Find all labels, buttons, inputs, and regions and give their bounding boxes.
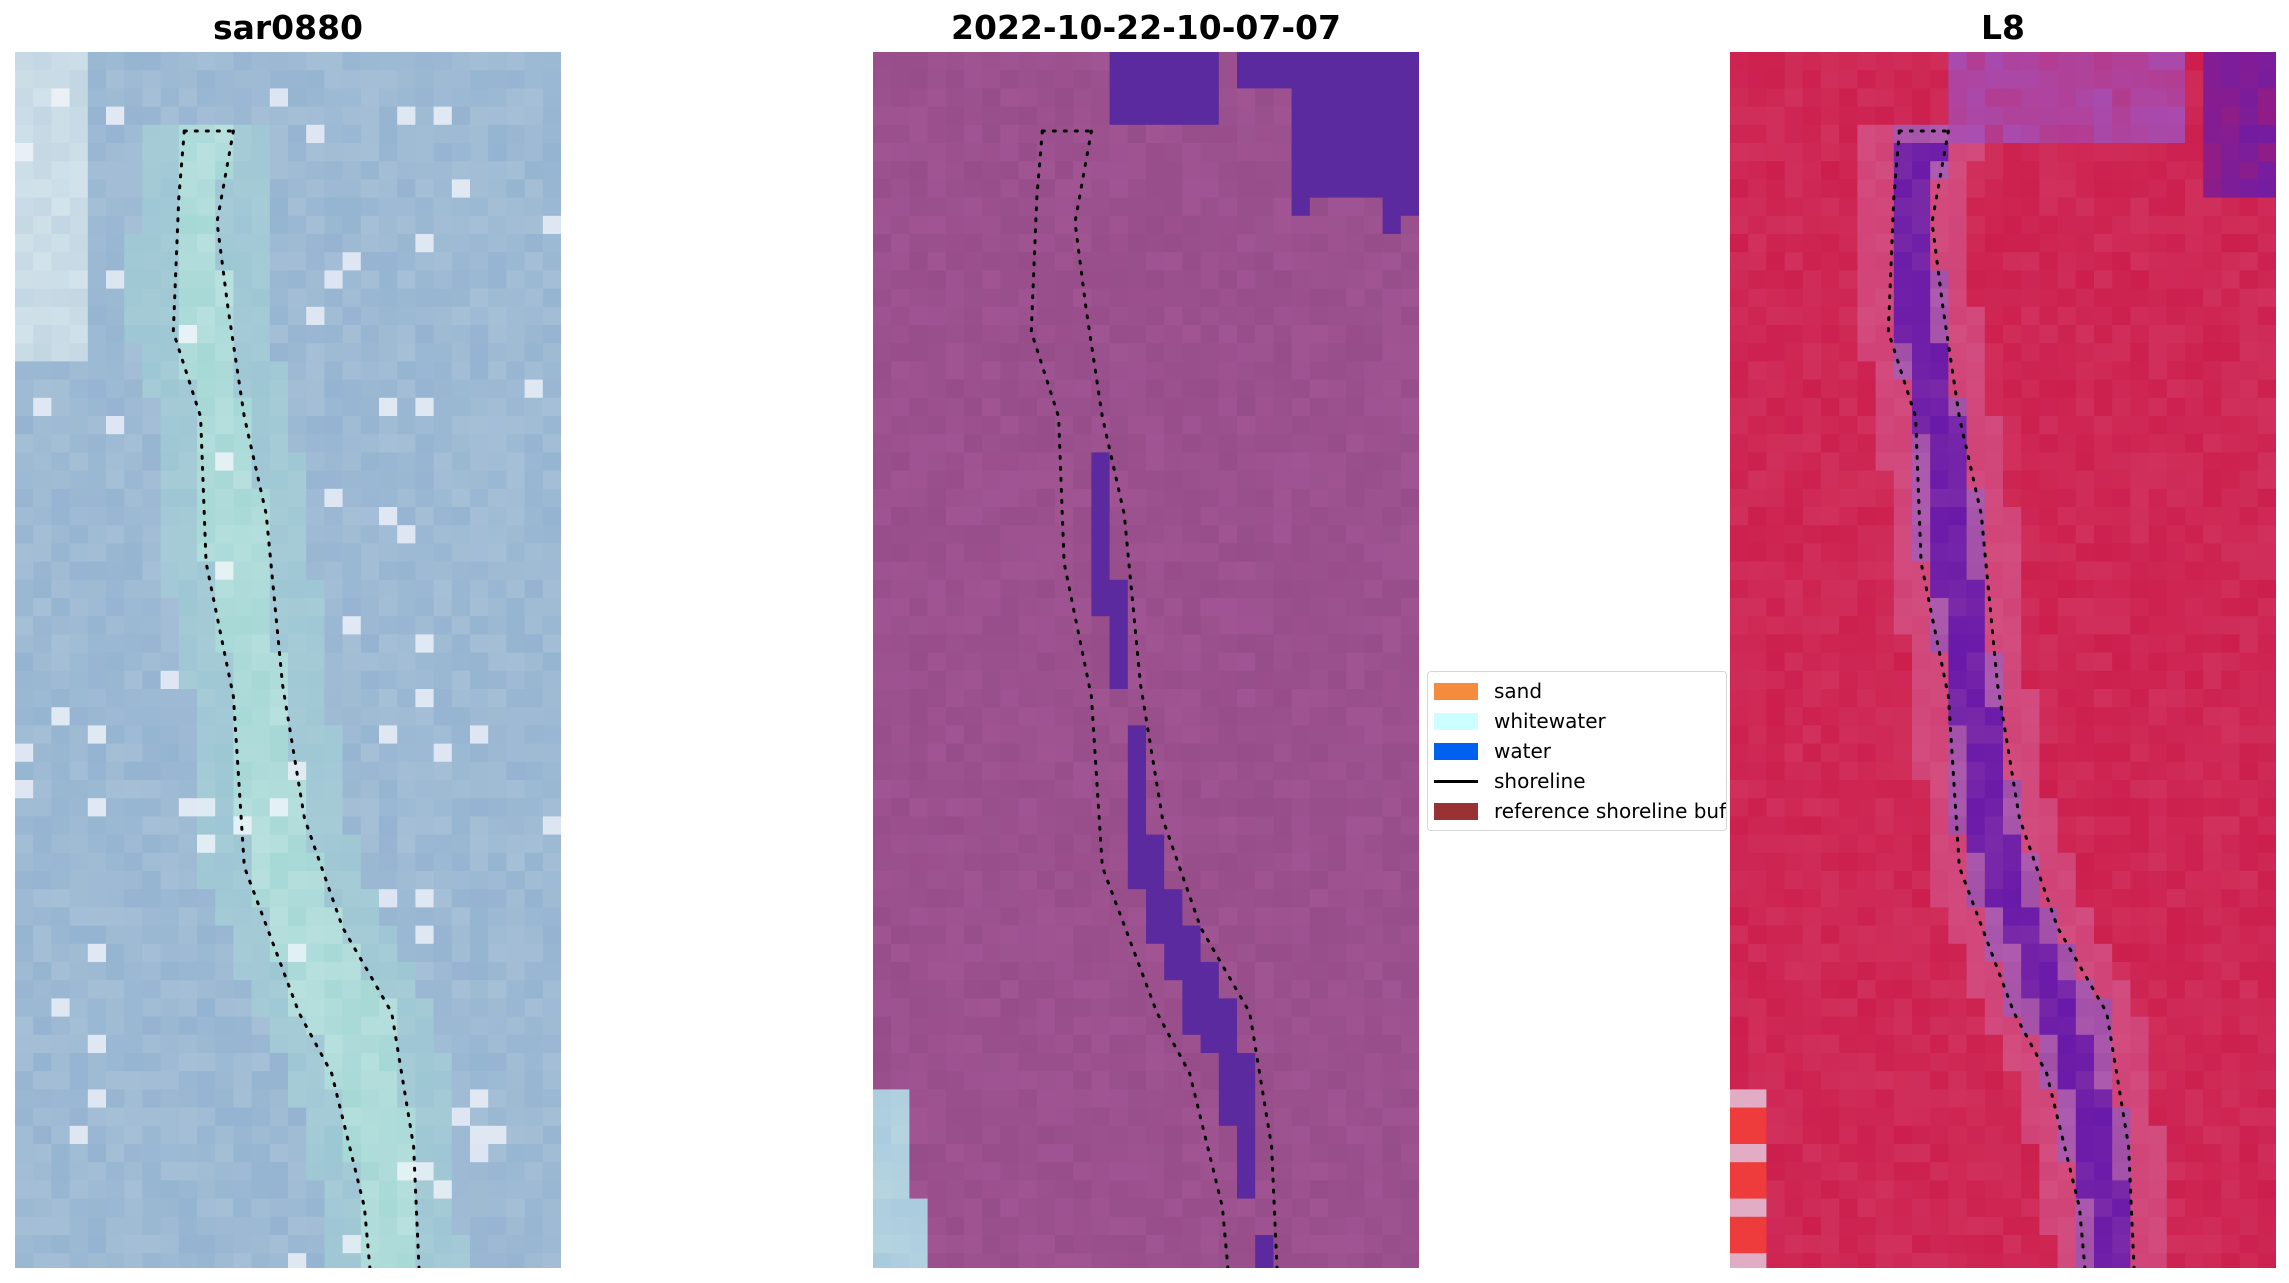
- classified-image: [873, 52, 1419, 1268]
- legend-label-whitewater: whitewater: [1494, 709, 1606, 733]
- legend-swatch-reference-buffer: [1434, 802, 1478, 820]
- panel-title-sar: sar0880: [212, 8, 364, 47]
- sar-image: [15, 52, 561, 1268]
- shoreline-outer: [1886, 129, 2087, 1268]
- shoreline-inner: [215, 129, 421, 1268]
- panel-title-date: 2022-10-22-10-07-07: [951, 8, 1341, 47]
- legend-item-water: water: [1434, 739, 1551, 763]
- image-panel-l8: [1730, 52, 2276, 1268]
- l8-image: [1730, 52, 2276, 1268]
- image-panel-sar: [15, 52, 561, 1268]
- shoreline-inner: [1930, 129, 2136, 1268]
- legend-label-shoreline: shoreline: [1494, 769, 1586, 793]
- legend-line-shoreline: [1434, 779, 1478, 783]
- shoreline-outer: [1029, 129, 1230, 1268]
- legend: sand whitewater water shoreline referenc…: [1427, 671, 1727, 831]
- legend-item-sand: sand: [1434, 679, 1542, 703]
- shoreline-outer: [171, 129, 372, 1268]
- image-panel-classified: [873, 52, 1419, 1268]
- legend-label-reference-buffer: reference shoreline buffer: [1494, 799, 1726, 823]
- legend-item-reference-buffer: reference shoreline buffer: [1434, 799, 1726, 823]
- legend-item-shoreline: shoreline: [1434, 769, 1586, 793]
- legend-swatch-whitewater: [1434, 712, 1478, 730]
- panel-title-l8: L8: [1981, 8, 2025, 47]
- legend-swatch-sand: [1434, 682, 1478, 700]
- legend-item-whitewater: whitewater: [1434, 709, 1606, 733]
- legend-swatch-water: [1434, 742, 1478, 760]
- shoreline-inner: [1073, 129, 1279, 1268]
- legend-label-sand: sand: [1494, 679, 1543, 703]
- legend-label-water: water: [1494, 739, 1551, 763]
